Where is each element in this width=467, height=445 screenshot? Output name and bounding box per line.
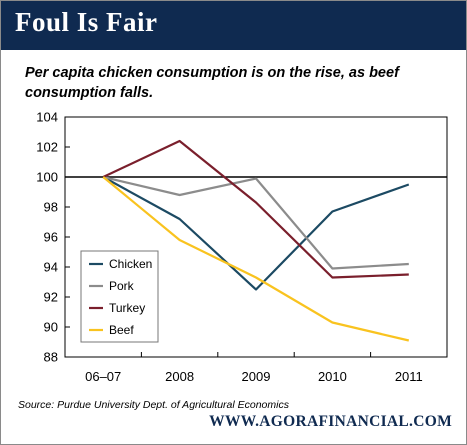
- series-line-chicken: [102, 176, 410, 291]
- series-lines: [102, 139, 410, 342]
- series-line-pork: [102, 175, 409, 270]
- x-tick-label: 2009: [242, 369, 271, 384]
- chart-subtitle: Per capita chicken consumption is on the…: [25, 65, 399, 101]
- legend-label-chicken: Chicken: [109, 257, 152, 271]
- y-tick-label: 104: [36, 110, 58, 125]
- legend-label-pork: Pork: [109, 279, 135, 293]
- legend-label-beef: Beef: [109, 323, 134, 337]
- source-note: Source: Purdue University Dept. of Agric…: [18, 399, 289, 411]
- legend-label-turkey: Turkey: [109, 301, 145, 315]
- y-tick-label: 94: [44, 260, 58, 275]
- y-tick-label: 90: [44, 320, 58, 335]
- y-tick-label: 96: [44, 230, 58, 245]
- x-tick-label: 2011: [395, 369, 423, 384]
- x-tick-label: 06–07: [85, 369, 121, 384]
- website-footer: WWW.AGORAFINANCIAL.COM: [209, 413, 452, 430]
- y-tick-label: 98: [44, 200, 58, 215]
- y-tick-label: 100: [36, 170, 58, 185]
- legend-box: [80, 250, 159, 343]
- header-banner: Foul Is Fair: [1, 1, 466, 50]
- series-line-beef: [102, 176, 410, 342]
- legend: Chicken Pork Turkey Beef: [80, 250, 159, 343]
- y-tick-label: 92: [44, 290, 58, 305]
- y-tick-label: 88: [44, 350, 58, 365]
- x-tick-label: 2010: [318, 369, 347, 384]
- y-tick-label: 102: [36, 140, 58, 155]
- series-line-turkey: [102, 139, 409, 279]
- x-tick-label: 2008: [165, 369, 194, 384]
- axes: 88 90 92 94 96 98 100 102 104 06–07 2008 2009 2010 20…: [36, 110, 448, 384]
- page-title: Foul Is Fair: [15, 7, 158, 37]
